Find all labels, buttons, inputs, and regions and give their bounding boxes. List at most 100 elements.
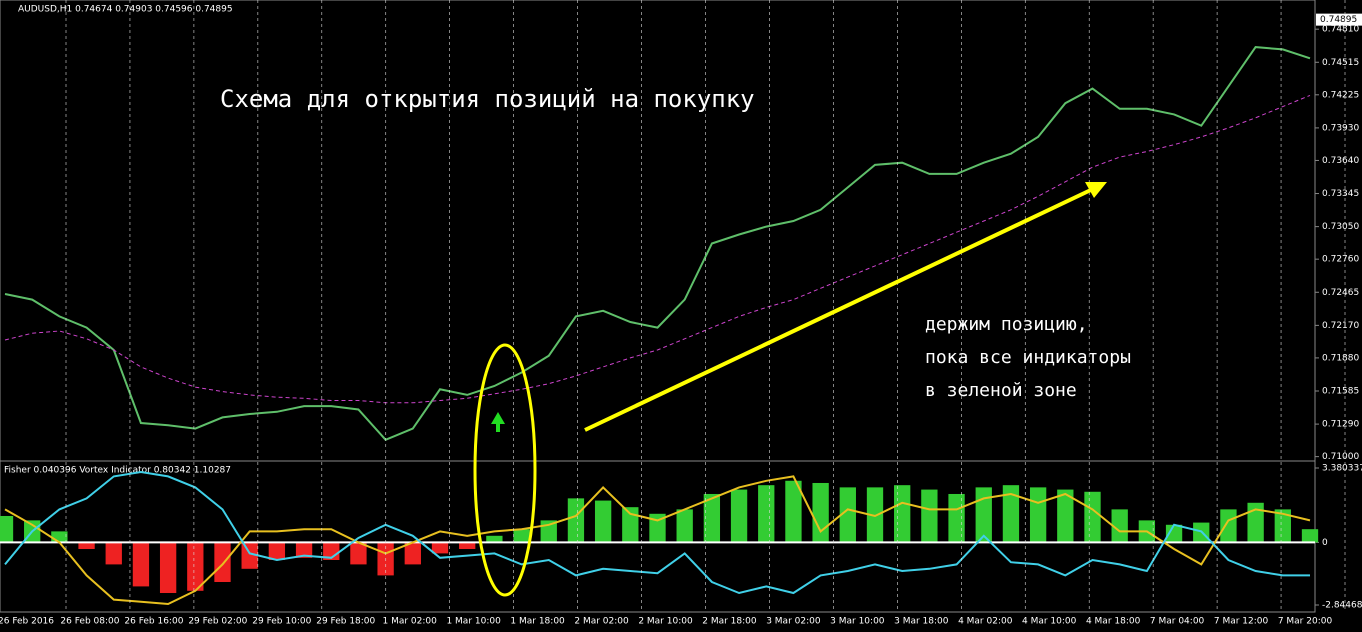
x-tick-label: 26 Feb 08:00 — [60, 617, 119, 627]
y-tick-label: 0.72465 — [1322, 288, 1359, 298]
histogram-bar — [350, 542, 367, 565]
histogram-bar — [649, 513, 666, 543]
x-tick-label: 1 Mar 02:00 — [383, 617, 438, 627]
histogram-bar — [812, 482, 829, 543]
histogram-bar — [894, 485, 911, 543]
histogram-bar — [268, 542, 286, 560]
histogram-bar — [431, 542, 449, 554]
trend-arrow — [584, 186, 1096, 432]
histogram-bar — [866, 487, 884, 543]
y-tick-label: 0.74810 — [1322, 25, 1359, 35]
histogram-bar — [132, 542, 150, 587]
histogram-bar — [839, 487, 856, 543]
x-tick-label: 2 Mar 02:00 — [574, 617, 629, 627]
histogram-bar — [51, 531, 68, 543]
histogram-bar — [459, 542, 476, 549]
x-tick-label: 3 Mar 02:00 — [766, 617, 821, 627]
histogram-bar — [1029, 487, 1047, 543]
y-tick-label: 0.71585 — [1322, 387, 1359, 397]
x-tick-label: 3 Mar 18:00 — [894, 617, 949, 627]
y-tick-label: 0.71000 — [1322, 452, 1359, 462]
histogram-bar — [730, 489, 748, 543]
histogram-bar — [594, 500, 612, 543]
highlight-ellipse — [473, 343, 537, 597]
x-tick-label: 2 Mar 18:00 — [702, 617, 757, 627]
histogram-bar — [159, 542, 177, 594]
histogram-bar — [1111, 509, 1128, 543]
histogram-bar — [758, 485, 775, 543]
histogram-bar — [0, 515, 14, 543]
series-line — [4, 94, 1311, 404]
price-tag — [1316, 13, 1362, 26]
x-tick-label: 7 Mar 20:00 — [1278, 617, 1333, 627]
x-tick-label: 3 Mar 10:00 — [830, 617, 885, 627]
histogram-bar — [241, 542, 258, 569]
x-tick-label: 26 Feb 16:00 — [124, 617, 183, 627]
annotations — [473, 182, 1107, 597]
histogram-bar — [513, 529, 530, 543]
histogram-bar — [78, 542, 95, 549]
histogram-bar — [486, 535, 503, 543]
y-tick-label: 0.74515 — [1322, 58, 1359, 68]
histogram-bar — [1057, 489, 1074, 543]
histogram-bar — [703, 493, 721, 543]
histogram-bar — [975, 487, 992, 543]
histogram-bar — [1165, 524, 1183, 543]
histogram-bar — [105, 542, 122, 565]
histogram-bar — [622, 507, 639, 543]
arrow-head — [1085, 182, 1107, 198]
x-tick-label: 1 Mar 18:00 — [510, 617, 565, 627]
histogram-bar — [567, 498, 585, 543]
y-tick-label: -2.844685 — [1322, 600, 1362, 610]
price-tag-label: 0.74895 — [1320, 15, 1357, 25]
x-tick-label: 2 Mar 10:00 — [638, 617, 693, 627]
y-tick-label: 3.380337 — [1322, 464, 1362, 474]
y-tick-label: 0.73640 — [1322, 156, 1359, 166]
x-tick-label: 29 Feb 18:00 — [316, 617, 375, 627]
histogram-bar — [404, 542, 421, 565]
y-tick-label: 0.72170 — [1322, 321, 1359, 331]
indicator-title: Fisher 0.040396 Vortex Indicator 0.80342… — [4, 466, 231, 476]
histogram-bar — [187, 542, 204, 591]
histogram-bar — [948, 493, 965, 543]
y-tick-label: 0.71290 — [1322, 420, 1359, 430]
x-tick-label: 7 Mar 12:00 — [1214, 617, 1269, 627]
y-tick-label: 0.73050 — [1322, 222, 1359, 232]
histogram-bar — [1084, 491, 1101, 543]
x-tick-label: 4 Mar 10:00 — [1022, 617, 1077, 627]
note: держим позицию, — [925, 314, 1088, 335]
histogram-bar — [676, 509, 693, 543]
histogram-bar — [214, 542, 231, 583]
series-line — [4, 46, 1311, 441]
y-tick-label: 0 — [1322, 538, 1328, 548]
x-tick-label: 4 Mar 02:00 — [958, 617, 1013, 627]
series-line — [4, 470, 1310, 595]
y-tick-label: 0.71880 — [1322, 353, 1359, 363]
histogram-bar — [1301, 529, 1319, 543]
note: в зеленой зоне — [925, 380, 1077, 401]
buy-signal — [491, 412, 505, 432]
histogram-bar — [1220, 509, 1237, 543]
histogram-bar — [1247, 502, 1264, 543]
y-tick-label: 0.74225 — [1322, 90, 1359, 100]
x-tick-label: 1 Mar 10:00 — [446, 617, 501, 627]
x-tick-label: 26 Feb 2016 — [0, 617, 54, 627]
x-tick-label: 4 Mar 18:00 — [1086, 617, 1141, 627]
histogram-bar — [921, 489, 938, 543]
x-tick-label: 29 Feb 10:00 — [252, 617, 311, 627]
histogram-bar — [1274, 509, 1291, 543]
x-tick-label: 29 Feb 02:00 — [188, 617, 247, 627]
x-tick-label: 7 Mar 04:00 — [1150, 617, 1205, 627]
annotation: Схема для открытия позиций на покупку — [220, 85, 755, 113]
histogram-bar — [295, 542, 313, 558]
note: пока все индикаторы — [925, 347, 1131, 368]
symbol-title: AUDUSD,H1 0.74674 0.74903 0.74596 0.7489… — [18, 5, 233, 15]
series-line — [4, 475, 1311, 606]
y-tick-label: 0.73345 — [1322, 189, 1359, 199]
histogram-bar — [785, 480, 802, 543]
histogram-bar — [1002, 485, 1020, 543]
y-tick-label: 0.73930 — [1322, 123, 1359, 133]
y-tick-label: 0.72760 — [1322, 255, 1359, 265]
